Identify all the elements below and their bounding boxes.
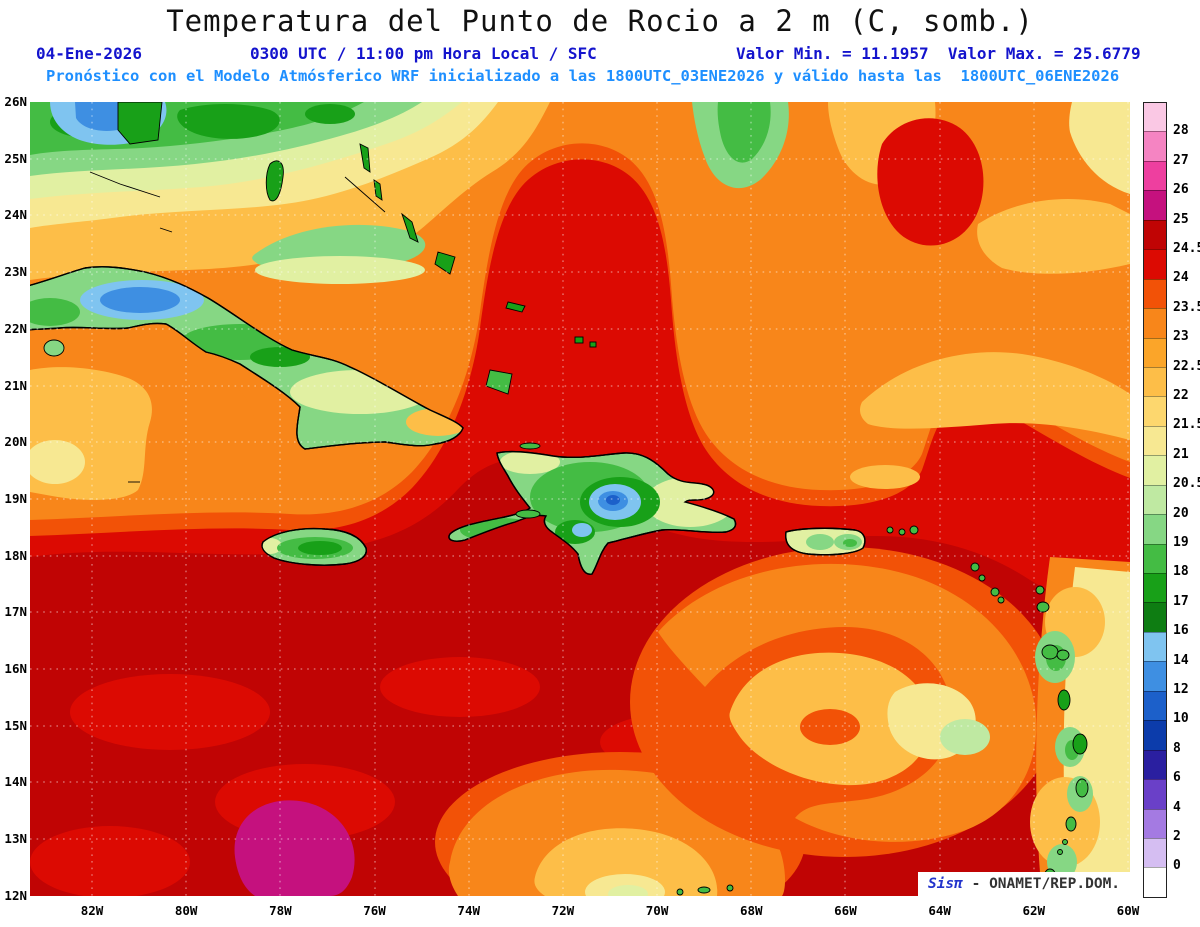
lat-label: 12N <box>4 887 27 903</box>
lon-label: 72W <box>551 903 575 918</box>
colorbar-cell <box>1144 514 1166 544</box>
colorbar-label: 20.5 <box>1173 476 1200 492</box>
colorbar-cell <box>1144 337 1166 367</box>
colorbar-label: 6 <box>1173 770 1181 786</box>
colorbar-cell <box>1144 749 1166 780</box>
colorbar-cell <box>1144 219 1166 250</box>
page-title: Temperatura del Punto de Rocio a 2 m (C,… <box>166 4 1034 38</box>
colorbar-cell <box>1144 808 1166 838</box>
colorbar-cell <box>1144 690 1166 721</box>
colorbar-label: 21 <box>1173 446 1189 462</box>
lat-label: 19N <box>4 490 27 506</box>
time-label: 0300 UTC / 11:00 pm Hora Local / SFC <box>250 44 597 63</box>
colorbar-label: 22 <box>1173 388 1189 403</box>
colorbar-cell <box>1144 425 1166 456</box>
colorbar-label: 25 <box>1173 211 1189 227</box>
lon-label: 76W <box>363 903 386 918</box>
lat-label: 14N <box>4 774 27 790</box>
colorbar-cell <box>1144 484 1166 515</box>
colorbar-cells <box>1143 102 1167 898</box>
colorbar-cell <box>1144 308 1166 338</box>
lon-label: 62W <box>1022 903 1046 918</box>
lat-label: 17N <box>4 604 27 620</box>
grid-lines <box>30 102 1130 896</box>
lon-label: 64W <box>928 903 951 918</box>
colorbar-cell <box>1144 602 1166 632</box>
colorbar-cell <box>1144 661 1166 691</box>
colorbar-label: 22.5 <box>1173 358 1200 374</box>
lon-label: 74W <box>457 903 480 918</box>
lat-label: 20N <box>4 434 27 450</box>
lon-label: 60W <box>1116 903 1140 918</box>
colorbar-cell <box>1144 573 1166 603</box>
lat-label: 16N <box>4 661 27 676</box>
watermark-brand: Sisπ <box>927 876 963 892</box>
colorbar-cell <box>1144 720 1166 750</box>
colorbar-cell <box>1144 837 1166 868</box>
colorbar-cell <box>1144 160 1166 191</box>
colorbar-label: 2 <box>1173 829 1181 844</box>
temperature-field <box>30 102 1130 896</box>
colorbar-label: 19 <box>1173 535 1189 550</box>
colorbar-label: 23 <box>1173 329 1189 345</box>
colorbar-label: 14 <box>1173 652 1189 668</box>
lon-label: 70W <box>645 903 669 918</box>
colorbar-label: 17 <box>1173 593 1189 609</box>
colorbar-cell <box>1144 543 1166 573</box>
lon-label: 78W <box>269 903 292 918</box>
watermark: Sisπ - ONAMET/REP.DOM. <box>918 872 1130 897</box>
lat-label: 15N <box>4 717 27 733</box>
colorbar-cell <box>1144 131 1166 161</box>
colorbar-cell <box>1144 366 1166 397</box>
colorbar-cell <box>1144 249 1166 279</box>
lon-label: 68W <box>739 903 763 918</box>
colorbar-cell <box>1144 779 1166 809</box>
colorbar-cell <box>1144 103 1166 132</box>
colorbar-cell <box>1144 190 1166 220</box>
cuba-landmass <box>30 266 464 450</box>
forecast-info-label: Pronóstico con el Modelo Atmósferico WRF… <box>46 67 1120 85</box>
colorbar-label: 24.5 <box>1173 241 1200 256</box>
colorbar-label: 0 <box>1173 858 1181 874</box>
landmasses <box>30 102 1089 896</box>
lat-label: 26N <box>4 94 27 109</box>
jamaica-landmass <box>261 527 368 566</box>
lat-label: 25N <box>4 150 27 166</box>
colorbar-label: 28 <box>1173 123 1189 139</box>
colorbar-cell <box>1144 396 1166 426</box>
minmax-label: Valor Min. = 11.1957 Valor Max. = 25.677… <box>736 44 1141 63</box>
colorbar-label: 26 <box>1173 182 1189 198</box>
colorbar-label: 18 <box>1173 564 1189 580</box>
lat-label: 13N <box>4 831 27 847</box>
colorbar-label: 24 <box>1173 270 1189 286</box>
lat-label: 23N <box>4 264 27 280</box>
forecast-map <box>30 102 1130 896</box>
lon-label: 80W <box>174 903 198 918</box>
lat-label: 24N <box>4 207 27 223</box>
lat-label: 21N <box>4 377 27 393</box>
puerto-rico-landmass <box>785 527 866 556</box>
temperature-field-svg <box>30 102 1130 896</box>
colorbar-label: 4 <box>1173 799 1181 815</box>
colorbar-label: 8 <box>1173 740 1181 756</box>
watermark-text: - ONAMET/REP.DOM. <box>962 876 1121 892</box>
colorbar-cell <box>1144 455 1166 485</box>
colorbar-label: 16 <box>1173 623 1189 639</box>
colorbar-label: 27 <box>1173 152 1189 168</box>
date-label: 04-Ene-2026 <box>36 44 142 63</box>
lon-label: 66W <box>834 903 857 918</box>
colorbar-cell <box>1144 278 1166 309</box>
colorbar-label: 10 <box>1173 711 1189 727</box>
colorbar-label: 20 <box>1173 505 1189 521</box>
lat-label: 22N <box>4 320 27 336</box>
lat-label: 18N <box>4 547 27 563</box>
colorbar-label: 21.5 <box>1173 417 1200 433</box>
lon-label: 82W <box>80 903 104 918</box>
colorbar-label: 23.5 <box>1173 299 1200 315</box>
colorbar-cell <box>1144 631 1166 662</box>
colorbar-label: 12 <box>1173 682 1189 697</box>
colorbar-cell <box>1144 867 1166 897</box>
